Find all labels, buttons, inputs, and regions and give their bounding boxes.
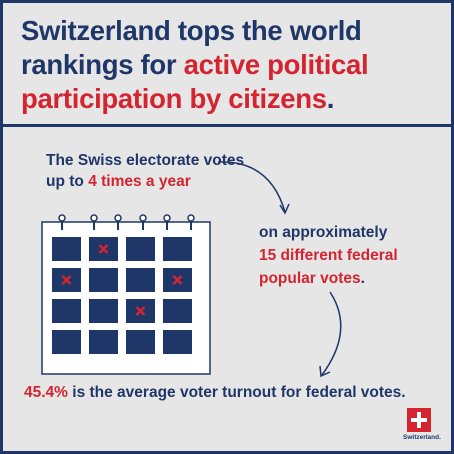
title-box: Switzerland tops the world rankings for …	[0, 0, 454, 127]
arrow-1-head	[279, 203, 290, 215]
fact1-prefix: up to	[46, 173, 89, 190]
logo-label: Switzerland.	[403, 434, 441, 441]
switzerland-logo: Switzerland.	[403, 408, 441, 441]
headline-part2: .	[326, 83, 335, 114]
vote-mark-icon	[172, 275, 183, 285]
turnout-percent: 45.4%	[24, 384, 68, 401]
fact1-highlight: 4 times a year	[88, 173, 191, 190]
turnout-text: is the average voter turnout for federal…	[67, 384, 406, 401]
calendar-day-cell	[52, 299, 81, 323]
calendar-icon	[41, 214, 211, 375]
vote-mark-icon	[135, 306, 146, 316]
calendar-day-cell	[163, 237, 192, 261]
headline-part1: Switzerland tops the world rankings for	[21, 15, 362, 80]
fact1-line1: The Swiss electorate votes	[46, 152, 245, 169]
vote-mark-icon	[98, 244, 109, 254]
calendar-day-cell	[126, 268, 155, 292]
fact2-suffix: .	[360, 270, 365, 287]
calendar-day-cell	[89, 299, 118, 323]
fact2-highlight1: 15 different federal	[259, 247, 398, 264]
calendar-ring-top-1	[90, 214, 98, 222]
fact-votes-per-year: The Swiss electorate votes up to 4 times…	[46, 150, 246, 192]
calendar-day-cell	[89, 330, 118, 354]
arrow-2-head	[319, 365, 331, 378]
fact-turnout: 45.4% is the average voter turnout for f…	[24, 384, 406, 402]
calendar-ring-top-5	[187, 214, 195, 222]
calendar-ring-top-2	[114, 214, 122, 222]
headline-highlight: active political participation by citize…	[21, 49, 369, 114]
fact-popular-votes: on approximately 15 different federal po…	[259, 221, 398, 290]
arrow-1	[217, 161, 286, 213]
calendar-day-cell	[52, 237, 81, 261]
fact2-highlight2: popular votes	[259, 270, 361, 287]
calendar-ring-top-3	[139, 214, 147, 222]
headline: Switzerland tops the world rankings for …	[21, 14, 441, 116]
calendar-ring-top-0	[58, 214, 66, 222]
calendar-day-cell	[126, 330, 155, 354]
fact2-line1: on approximately	[259, 224, 388, 241]
calendar-day-cell	[52, 330, 81, 354]
swiss-flag-icon	[407, 408, 431, 432]
calendar-day-cell	[163, 299, 192, 323]
calendar-ring-top-4	[163, 214, 171, 222]
calendar-day-cell	[163, 330, 192, 354]
arrow-2	[321, 291, 342, 376]
calendar-day-cell	[89, 268, 118, 292]
calendar-day-cell	[126, 237, 155, 261]
vote-mark-icon	[61, 275, 72, 285]
